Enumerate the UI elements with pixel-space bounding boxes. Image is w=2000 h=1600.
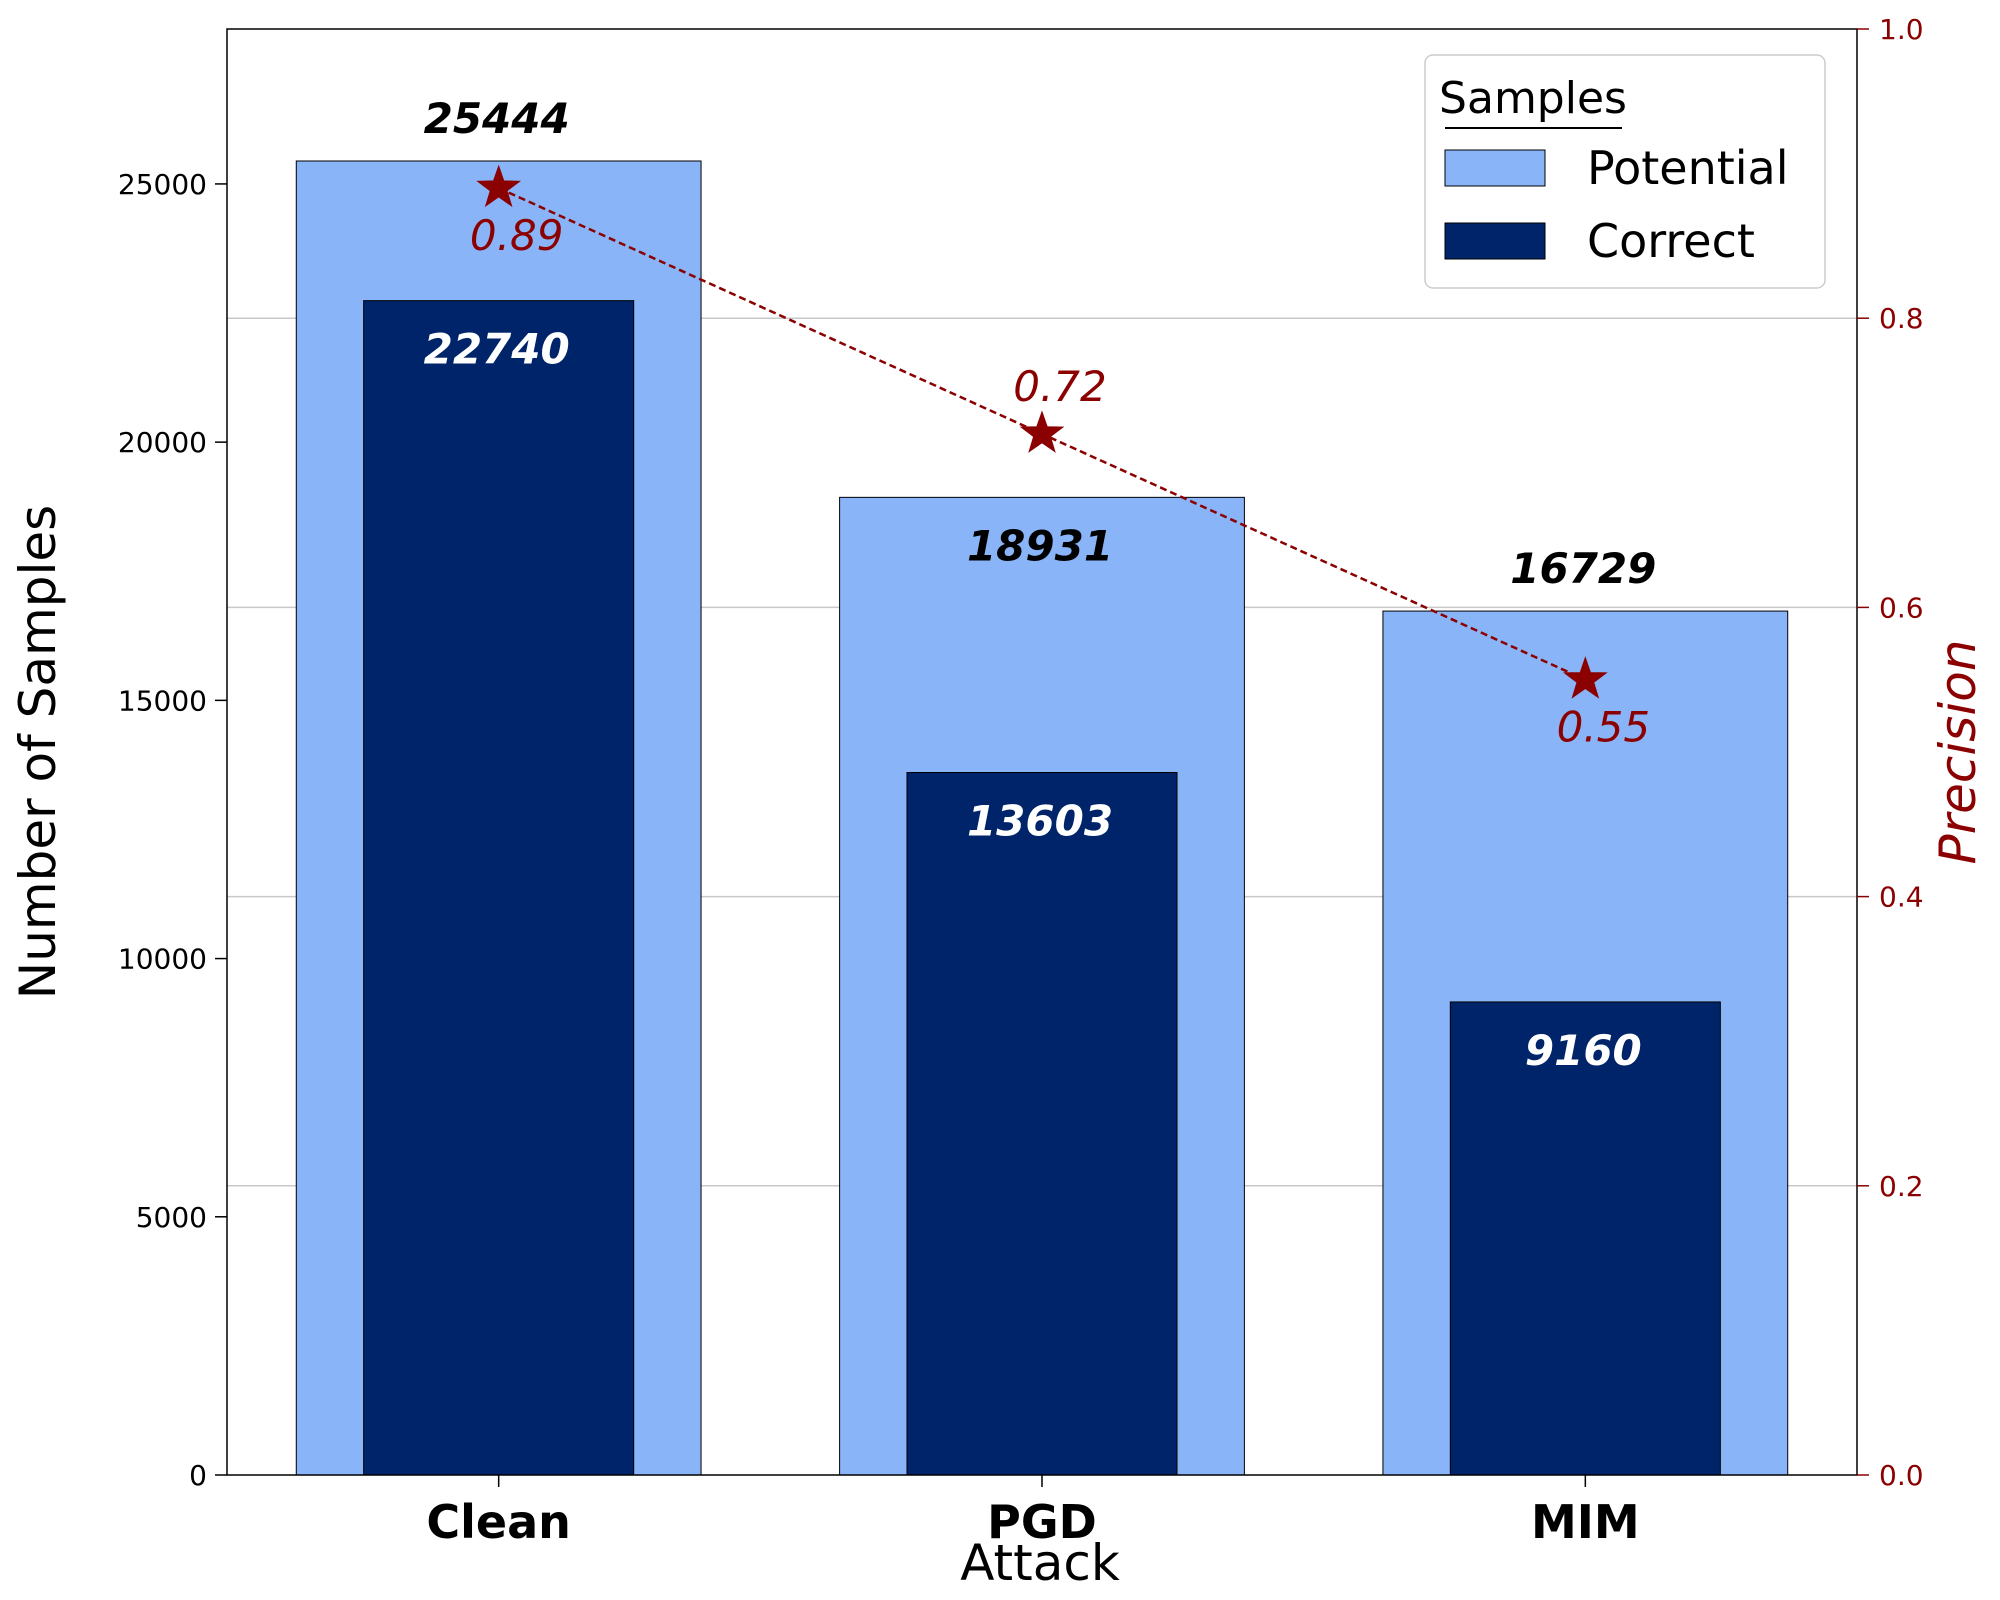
x-tick-label-clean: Clean [426, 1495, 571, 1549]
precision-line [476, 164, 1608, 699]
legend-label-correct: Correct [1587, 214, 1755, 268]
y-tick-label-1: 5000 [136, 1201, 207, 1234]
y2-tick-label-3: 0.6 [1879, 591, 1924, 624]
legend: Samples Potential Correct [1424, 54, 1826, 289]
label-potential-mim: 16729 [1510, 544, 1656, 593]
labels: 25444 22740 18931 13603 16729 9160 0.89 0.72 0.5… [424, 94, 1657, 1075]
x-tick-label-mim: MIM [1531, 1495, 1640, 1549]
precision-marker-clean [476, 164, 522, 208]
label-correct-pgd: 13603 [967, 797, 1113, 846]
y-tick-label-4: 20000 [118, 426, 207, 459]
legend-swatch-correct [1444, 222, 1546, 260]
y-tick-label-3: 15000 [118, 684, 207, 717]
precision-marker-pgd [1019, 410, 1065, 453]
axes: 0 5000 10000 15000 20000 25000 0.0 0.2 0.4 0.6 0.8… [118, 13, 1924, 1549]
label-potential-pgd: 18931 [967, 521, 1113, 570]
label-correct-clean: 22740 [424, 325, 570, 374]
y-axis-title: Number of Samples [9, 505, 67, 999]
y2-tick-label-1: 0.2 [1879, 1170, 1924, 1203]
y2-tick-label-2: 0.4 [1879, 881, 1924, 914]
y2-axis-title: Precision [1929, 639, 1987, 864]
bar-correct-clean [363, 300, 635, 1476]
legend-title: Samples [1439, 73, 1627, 124]
y-tick-label-5: 25000 [118, 168, 207, 201]
y2-tick-label-0: 0.0 [1879, 1459, 1924, 1492]
precision-marker-mim [1562, 656, 1608, 699]
label-correct-mim: 9160 [1525, 1026, 1642, 1075]
label-precision-mim: 0.55 [1557, 703, 1651, 752]
bar-correct-mim [1449, 1001, 1721, 1476]
x-tick-label-pgd: PGD [987, 1495, 1097, 1549]
bars [295, 160, 1789, 1476]
label-precision-pgd: 0.72 [1013, 362, 1107, 411]
y2-tick-label-5: 1.0 [1879, 13, 1924, 46]
label-precision-clean: 0.89 [470, 211, 564, 260]
bar-correct-pgd [906, 772, 1178, 1476]
legend-swatch-potential [1444, 149, 1546, 187]
y-tick-label-0: 0 [189, 1459, 207, 1492]
label-potential-clean: 25444 [424, 94, 570, 143]
x-axis-title: Attack [960, 1534, 1120, 1592]
y-tick-label-2: 10000 [118, 943, 207, 976]
legend-label-potential: Potential [1587, 141, 1789, 195]
y2-tick-label-4: 0.8 [1879, 302, 1924, 335]
